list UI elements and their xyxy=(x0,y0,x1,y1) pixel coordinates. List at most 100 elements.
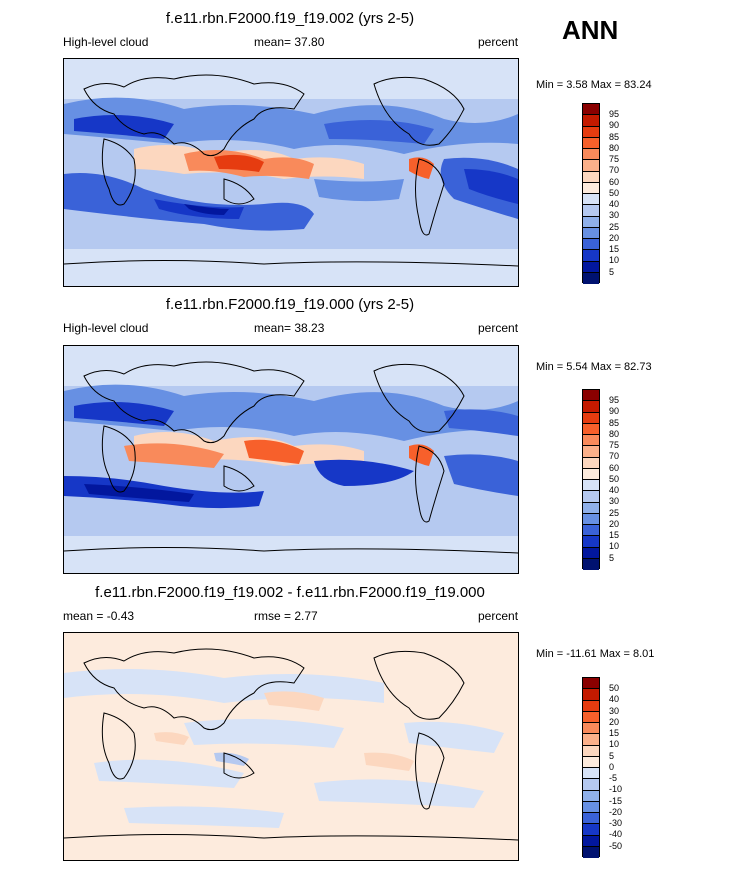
colorbar-tick: 85 xyxy=(609,132,620,142)
panel3-title: f.e11.rbn.F2000.f19_f19.002 - f.e11.rbn.… xyxy=(95,584,485,601)
colorbar-swatch xyxy=(583,480,599,492)
colorbar-swatch xyxy=(583,390,599,402)
colorbar-tick: 30 xyxy=(609,496,620,506)
colorbar-tick: -50 xyxy=(609,841,623,851)
colorbar-tick: -15 xyxy=(609,796,623,806)
colorbar-swatch xyxy=(583,239,599,251)
colorbar-swatch xyxy=(583,502,599,514)
colorbar-swatch xyxy=(583,745,599,757)
colorbar-tick: 95 xyxy=(609,109,620,119)
panel3-map-svg xyxy=(64,633,518,860)
colorbar-tick: 40 xyxy=(609,199,620,209)
panel3-rmse: rmse = 2.77 xyxy=(254,609,318,623)
colorbar-swatch xyxy=(583,779,599,791)
colorbar-swatch xyxy=(583,678,599,690)
colorbar-swatch xyxy=(583,171,599,183)
colorbar-swatch xyxy=(583,547,599,559)
colorbar-swatch xyxy=(583,412,599,424)
colorbar-tick: 15 xyxy=(609,244,620,254)
colorbar-tick: 60 xyxy=(609,463,620,473)
colorbar-swatch xyxy=(583,435,599,447)
colorbar-swatch xyxy=(583,468,599,480)
colorbar-swatch xyxy=(583,104,599,116)
colorbar-swatch xyxy=(583,491,599,503)
colorbar-tick: 10 xyxy=(609,739,620,749)
colorbar-swatch xyxy=(583,446,599,458)
colorbar-tick: 30 xyxy=(609,706,620,716)
colorbar-tick: -30 xyxy=(609,818,623,828)
colorbar-tick: 5 xyxy=(609,553,615,563)
colorbar-tick: 20 xyxy=(609,717,620,727)
colorbar-swatch xyxy=(583,272,599,284)
colorbar-swatch xyxy=(583,160,599,172)
colorbar-swatch xyxy=(583,525,599,537)
colorbar-swatch xyxy=(583,126,599,138)
panel3-units: percent xyxy=(478,609,519,623)
colorbar-swatch xyxy=(583,711,599,723)
colorbar-swatch xyxy=(583,250,599,262)
colorbar-swatch xyxy=(583,137,599,149)
panel2-map xyxy=(63,345,519,574)
panel2-mean: mean= 38.23 xyxy=(254,321,325,335)
colorbar-tick: 20 xyxy=(609,519,620,529)
colorbar-tick: 50 xyxy=(609,188,620,198)
colorbar-swatch xyxy=(583,558,599,570)
colorbar-swatch xyxy=(583,115,599,127)
colorbar-swatch xyxy=(583,824,599,836)
colorbar-swatch xyxy=(583,756,599,768)
panel1-colorbar-labels: 95 90 85 80 75 70 60 50 40 30 25 20 15 1… xyxy=(609,103,639,283)
panel3-minmax: Min = -11.61 Max = 8.01 xyxy=(536,648,655,660)
colorbar-swatch xyxy=(583,835,599,847)
colorbar-tick: 95 xyxy=(609,395,620,405)
colorbar-tick: 80 xyxy=(609,429,620,439)
panel1-colorbar xyxy=(582,103,600,284)
colorbar-swatch xyxy=(583,689,599,701)
colorbar-swatch xyxy=(583,846,599,858)
colorbar-swatch xyxy=(583,423,599,435)
colorbar-tick: -5 xyxy=(609,773,618,783)
colorbar-swatch xyxy=(583,227,599,239)
colorbar-swatch xyxy=(583,734,599,746)
colorbar-swatch xyxy=(583,801,599,813)
panel1-minmax: Min = 3.58 Max = 83.24 xyxy=(536,79,652,91)
colorbar-swatch xyxy=(583,536,599,548)
panel1-variable-label: High-level cloud xyxy=(63,35,149,49)
panel2-units: percent xyxy=(478,321,519,335)
colorbar-tick: 20 xyxy=(609,233,620,243)
colorbar-swatch xyxy=(583,194,599,206)
colorbar-tick: 85 xyxy=(609,418,620,428)
colorbar-swatch xyxy=(583,790,599,802)
colorbar-tick: 50 xyxy=(609,474,620,484)
colorbar-tick: 90 xyxy=(609,120,620,130)
colorbar-tick: 10 xyxy=(609,255,620,265)
colorbar-tick: 15 xyxy=(609,728,620,738)
colorbar-swatch xyxy=(583,401,599,413)
colorbar-tick: -20 xyxy=(609,807,623,817)
panel1-title: f.e11.rbn.F2000.f19_f19.002 (yrs 2-5) xyxy=(165,10,415,27)
colorbar-tick: 75 xyxy=(609,154,620,164)
colorbar-swatch xyxy=(583,457,599,469)
panel2-minmax: Min = 5.54 Max = 82.73 xyxy=(536,361,652,373)
colorbar-tick: 10 xyxy=(609,541,620,551)
panel1-units: percent xyxy=(478,35,519,49)
panel3-colorbar-labels: 50 40 30 20 15 10 5 0 -5 -10 -15 -20 -30… xyxy=(609,677,639,857)
colorbar-tick: 50 xyxy=(609,683,620,693)
colorbar-swatch xyxy=(583,513,599,525)
colorbar-swatch xyxy=(583,261,599,273)
panel3-map xyxy=(63,632,519,861)
colorbar-swatch xyxy=(583,723,599,735)
colorbar-tick: 5 xyxy=(609,751,615,761)
colorbar-tick: 60 xyxy=(609,177,620,187)
colorbar-swatch xyxy=(583,182,599,194)
colorbar-tick: -40 xyxy=(609,829,623,839)
colorbar-swatch xyxy=(583,813,599,825)
colorbar-tick: 5 xyxy=(609,267,615,277)
colorbar-tick: 70 xyxy=(609,165,620,175)
colorbar-tick: 90 xyxy=(609,406,620,416)
colorbar-swatch xyxy=(583,149,599,161)
colorbar-tick: 30 xyxy=(609,210,620,220)
colorbar-swatch xyxy=(583,216,599,228)
panel3-mean: mean = -0.43 xyxy=(63,609,135,623)
panel1-map-svg xyxy=(64,59,518,286)
colorbar-swatch xyxy=(583,768,599,780)
